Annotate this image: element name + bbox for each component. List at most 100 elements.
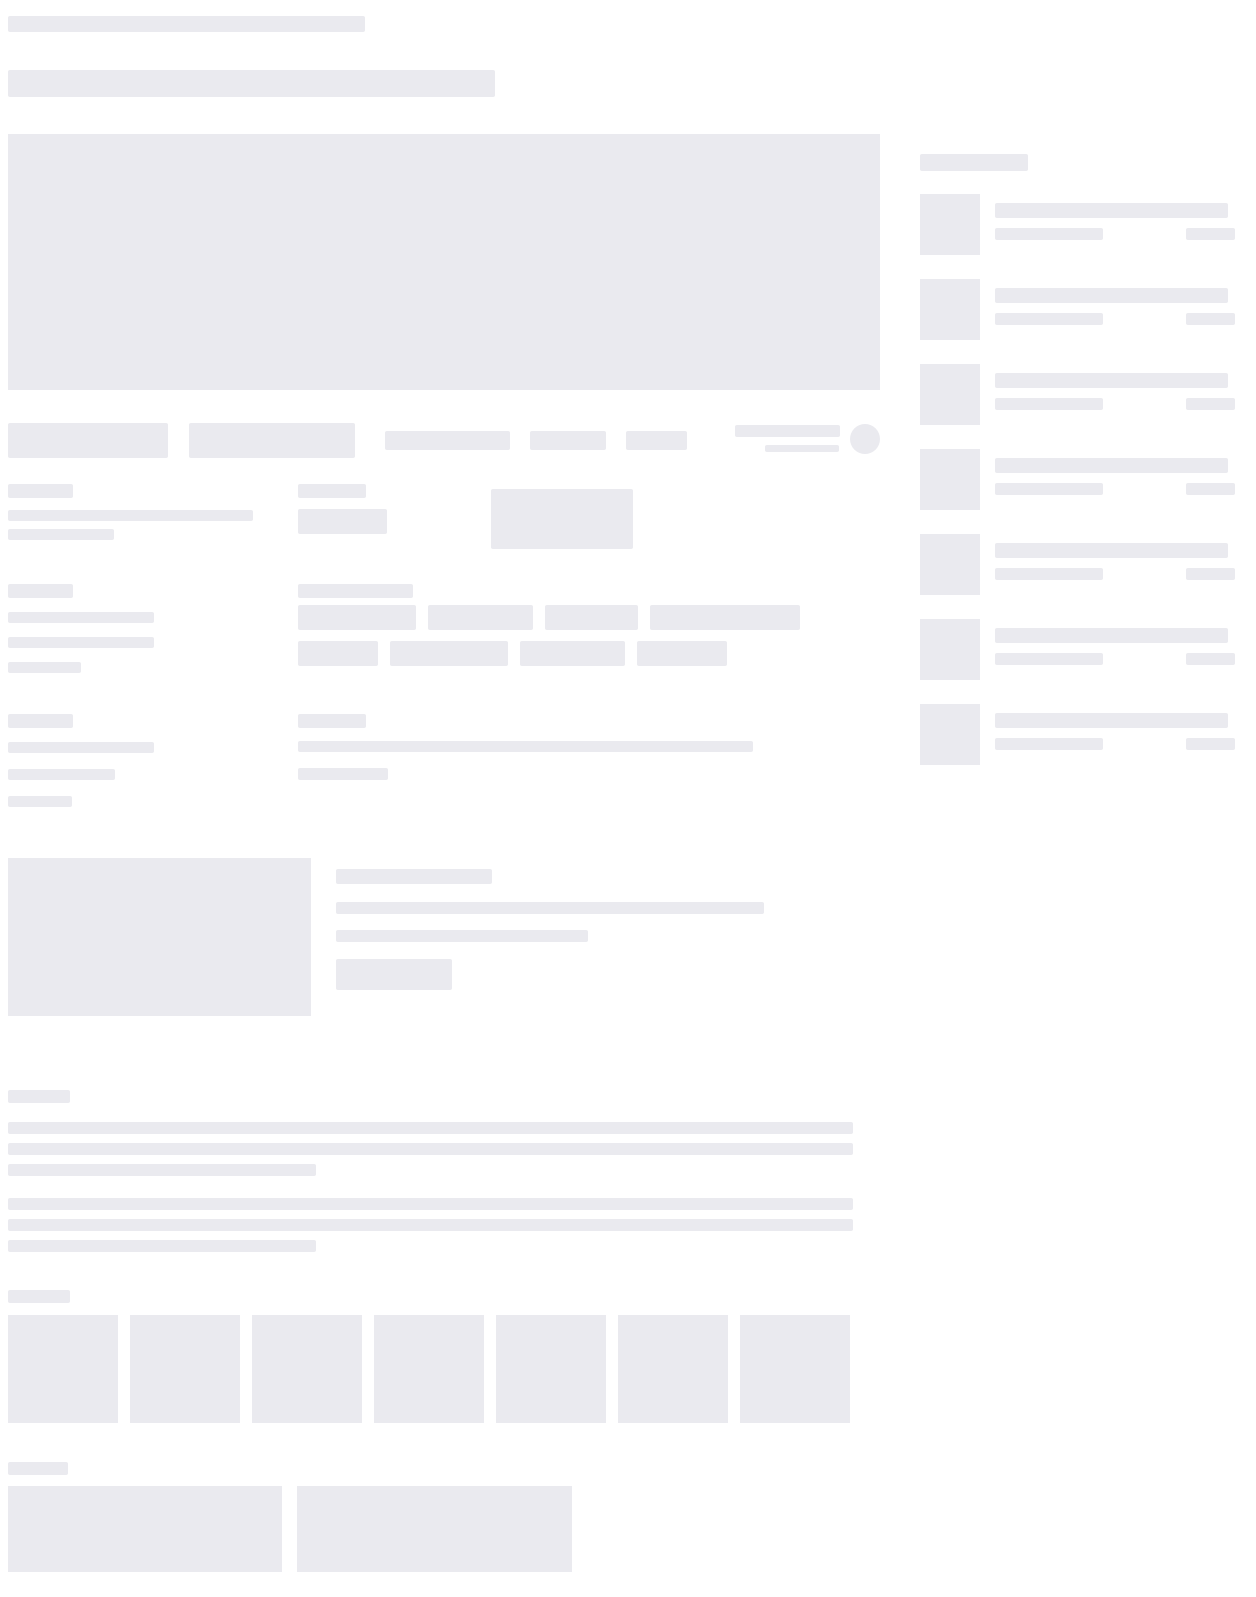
description-line-skeleton: [8, 1143, 853, 1155]
uploader-line-skeleton: [336, 930, 588, 942]
breadcrumb-skeleton: [8, 16, 365, 32]
sidebar-badge-skeleton: [1186, 398, 1235, 410]
sidebar-meta-skeleton: [995, 228, 1103, 240]
description-line-skeleton: [8, 1122, 853, 1134]
sidebar-item-body: [995, 534, 1235, 595]
sidebar-thumbnail-skeleton: [920, 704, 980, 765]
description-paragraph-2: [8, 1198, 880, 1252]
bottom-panel-skeleton: [297, 1486, 572, 1572]
tag-chip-skeleton: [545, 605, 638, 630]
sidebar-meta-row: [995, 313, 1235, 325]
details-row-1-right: [298, 484, 387, 534]
owner-avatar-skeleton: [850, 424, 880, 454]
owner-block: [735, 423, 880, 458]
bottom-panels: [8, 1486, 880, 1572]
details-row-2-left: [8, 584, 154, 673]
detail-line-skeleton: [298, 768, 388, 780]
owner-subtext-skeleton: [765, 445, 839, 452]
detail-lines: [8, 742, 154, 807]
sidebar-item-body: [995, 279, 1235, 340]
sidebar-thumbnail-skeleton: [920, 449, 980, 510]
sidebar-item: [920, 534, 1237, 595]
action-button-skeleton: [8, 423, 168, 458]
preview-box-skeleton: [491, 489, 633, 549]
uploader-name-skeleton: [336, 869, 492, 884]
sidebar-meta-row: [995, 398, 1235, 410]
description-line-skeleton: [8, 1240, 316, 1252]
sidebar-badge-skeleton: [1186, 653, 1235, 665]
details-row-2: [8, 584, 880, 675]
sidebar-item: [920, 449, 1237, 510]
follow-button-skeleton: [336, 959, 452, 990]
detail-label-skeleton: [298, 484, 366, 498]
sidebar-thumbnail-skeleton: [920, 279, 980, 340]
description-line-skeleton: [8, 1219, 853, 1231]
related-sidebar: [920, 154, 1237, 789]
sidebar-title-skeleton: [995, 203, 1228, 218]
detail-line-skeleton: [8, 612, 154, 623]
tag-chip-row-1: [298, 605, 800, 630]
uploader-card-body: [336, 858, 764, 1016]
sidebar-badge-skeleton: [1186, 483, 1235, 495]
related-thumbnail-skeleton: [130, 1315, 240, 1423]
sidebar-meta-row: [995, 738, 1235, 750]
bottom-label-skeleton: [8, 1462, 68, 1475]
action-button-skeleton: [189, 423, 355, 458]
sidebar-badge-skeleton: [1186, 228, 1235, 240]
detail-label-skeleton: [298, 714, 366, 728]
sidebar-thumbnail-skeleton: [920, 619, 980, 680]
action-bar: [8, 423, 880, 458]
sidebar-thumbnail-skeleton: [920, 364, 980, 425]
detail-line-skeleton: [8, 742, 154, 753]
detail-line-skeleton: [8, 529, 114, 540]
sidebar-title-skeleton: [995, 713, 1228, 728]
detail-label-skeleton: [8, 484, 73, 498]
video-player-skeleton: [8, 134, 880, 390]
detail-line-skeleton: [298, 741, 753, 752]
sidebar-meta-row: [995, 653, 1235, 665]
sidebar-item: [920, 619, 1237, 680]
sidebar-title-skeleton: [995, 373, 1228, 388]
detail-label-skeleton: [8, 714, 73, 728]
sidebar-item: [920, 279, 1237, 340]
related-thumbnail-strip: [8, 1315, 880, 1423]
related-thumbnail-skeleton: [496, 1315, 606, 1423]
sidebar-item-body: [995, 704, 1235, 765]
sidebar-meta-skeleton: [995, 568, 1103, 580]
bottom-panel-skeleton: [8, 1486, 282, 1572]
detail-line-skeleton: [8, 637, 154, 648]
related-thumbnail-skeleton: [740, 1315, 850, 1423]
details-row-3-left: [8, 714, 154, 807]
description-label-skeleton: [8, 1090, 70, 1103]
details-row-1-left: [8, 484, 253, 540]
page-title-skeleton: [8, 70, 495, 97]
sidebar-meta-row: [995, 483, 1235, 495]
sidebar-meta-skeleton: [995, 398, 1103, 410]
details-row-3-right: [298, 714, 753, 780]
stat-bar-skeleton: [626, 431, 687, 450]
sidebar-meta-skeleton: [995, 653, 1103, 665]
description-line-skeleton: [8, 1164, 316, 1176]
sidebar-badge-skeleton: [1186, 313, 1235, 325]
sidebar-meta-row: [995, 228, 1235, 240]
detail-value-skeleton: [298, 509, 387, 534]
details-row-1: [8, 484, 880, 549]
sidebar-meta-row: [995, 568, 1235, 580]
tag-chip-row-2: [298, 641, 800, 666]
related-thumbnail-skeleton: [252, 1315, 362, 1423]
sidebar-thumbnail-skeleton: [920, 194, 980, 255]
sidebar-title-skeleton: [995, 543, 1228, 558]
uploader-line-skeleton: [336, 902, 764, 914]
sidebar-thumbnail-skeleton: [920, 534, 980, 595]
sidebar-item-body: [995, 194, 1235, 255]
detail-lines: [8, 612, 154, 673]
sidebar-meta-skeleton: [995, 313, 1103, 325]
related-label-skeleton: [8, 1290, 70, 1303]
sidebar-badge-skeleton: [1186, 568, 1235, 580]
sidebar-item-body: [995, 364, 1235, 425]
owner-name-skeleton: [735, 425, 840, 437]
action-buttons-group: [8, 423, 376, 458]
sidebar-header-skeleton: [920, 154, 1028, 171]
detail-lines: [8, 510, 253, 540]
